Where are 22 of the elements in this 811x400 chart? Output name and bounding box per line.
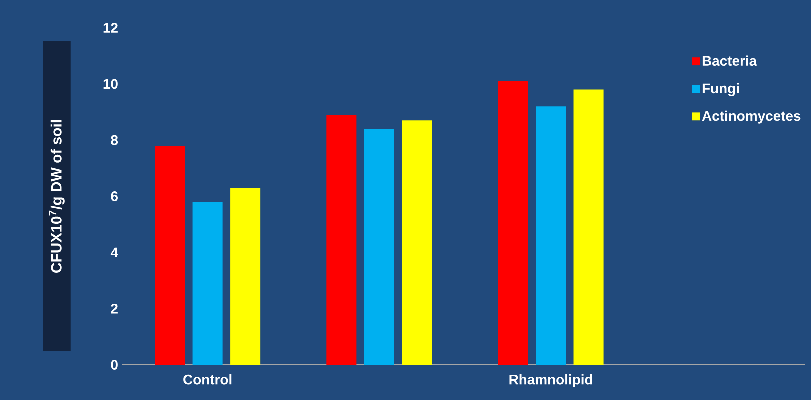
x-tick-label: Rhamnolipid — [510, 374, 592, 388]
y-tick-label: 8 — [111, 135, 118, 146]
bar — [364, 129, 394, 365]
bar — [574, 90, 604, 365]
y-axis-title: CFUX10$^{7}$/g DW of soil — [49, 120, 65, 273]
bar — [230, 188, 261, 365]
legend-label: Fungi — [702, 83, 739, 96]
y-tick-label: 12 — [104, 23, 118, 33]
y-tick-label: 4 — [110, 248, 118, 258]
x-tick-label: Control — [184, 374, 232, 385]
y-tick-label: 10 — [104, 79, 118, 90]
bar — [192, 202, 223, 365]
bar — [536, 106, 566, 365]
bar — [326, 115, 357, 365]
y-tick-label: 6 — [111, 192, 118, 202]
legend-label: Actinomycetes — [702, 110, 801, 124]
y-tick-label: 0 — [111, 360, 118, 370]
bar — [402, 120, 432, 365]
bar — [498, 81, 528, 365]
y-tick-label: 2 — [111, 304, 118, 314]
bar — [155, 146, 186, 365]
legend-label: Bacteria — [702, 56, 758, 66]
